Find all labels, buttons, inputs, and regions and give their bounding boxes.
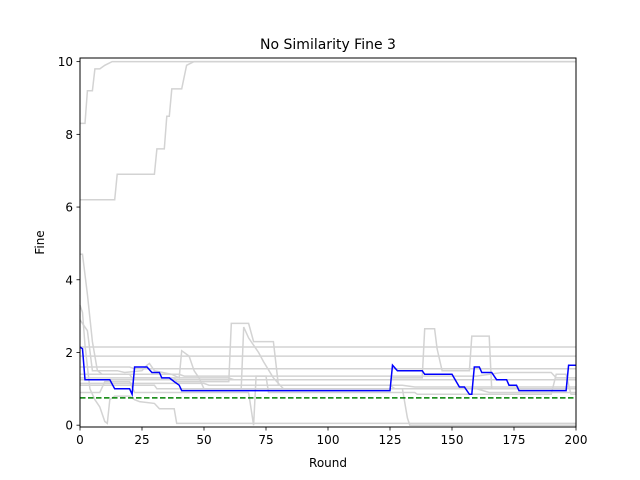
series-layer [79,60,576,426]
y-axis-title: Fine [33,230,47,254]
background-series-line-12 [80,384,576,394]
x-axis: 0 25 50 75 100 125 150 175 200 [76,427,587,447]
background-series-line-11 [80,373,576,426]
y-tick-label: 4 [65,273,73,287]
x-tick-label: 175 [503,433,526,447]
x-tick-label: 75 [258,433,273,447]
highlight-series-line [79,346,576,398]
background-series-line-7 [80,366,576,370]
y-tick-label: 6 [65,201,73,215]
background-series-line-1 [80,60,576,125]
background-series-line-6 [80,328,576,390]
x-tick-label: 125 [379,433,402,447]
y-tick-label: 10 [58,55,73,69]
background-series-line-10 [80,377,576,381]
highlight-layer [79,346,576,398]
background-series-line-2 [80,60,576,201]
x-axis-title: Round [309,456,347,470]
background-series-line-4 [79,304,576,425]
background-series-line-13 [80,371,576,379]
x-tick-label: 25 [134,433,149,447]
background-series-line-14 [80,382,576,388]
x-tick-label: 150 [441,433,464,447]
chart-title: No Similarity Fine 3 [260,37,396,53]
x-tick-label: 200 [565,433,588,447]
x-tick-label: 0 [76,433,84,447]
y-axis: 0 2 4 6 8 10 [58,55,80,433]
y-tick-label: 8 [65,128,73,142]
x-tick-label: 100 [317,433,340,447]
plot-frame [79,57,577,428]
y-tick-label: 0 [65,419,73,433]
y-tick-label: 2 [65,346,73,360]
x-tick-label: 50 [196,433,211,447]
